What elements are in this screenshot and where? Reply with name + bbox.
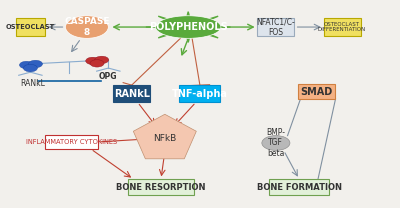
Text: RANkL: RANkL (114, 89, 150, 99)
Text: BONE FORMATION: BONE FORMATION (257, 183, 342, 192)
Polygon shape (186, 26, 218, 38)
FancyBboxPatch shape (113, 85, 150, 102)
Polygon shape (188, 26, 230, 28)
FancyBboxPatch shape (45, 135, 98, 149)
Circle shape (95, 56, 109, 64)
Text: OSTEOCLAST
DIFFERENTIATION: OSTEOCLAST DIFFERENTIATION (318, 22, 366, 32)
Circle shape (262, 136, 290, 150)
Polygon shape (146, 26, 188, 28)
Circle shape (86, 57, 100, 65)
Text: RANkL: RANkL (20, 79, 45, 88)
Circle shape (23, 64, 38, 72)
Polygon shape (158, 16, 191, 28)
FancyBboxPatch shape (128, 180, 194, 195)
Ellipse shape (66, 16, 108, 38)
Circle shape (20, 61, 34, 69)
Text: NFkB: NFkB (153, 134, 176, 143)
Text: BONE RESORPTION: BONE RESORPTION (116, 183, 206, 192)
Circle shape (28, 60, 42, 68)
FancyBboxPatch shape (16, 18, 45, 36)
Text: CASPASE
8: CASPASE 8 (64, 17, 110, 37)
Text: SMAD: SMAD (301, 87, 333, 97)
Text: INFLAMMATORY CYTOKINES: INFLAMMATORY CYTOKINES (26, 139, 117, 145)
Polygon shape (184, 12, 192, 27)
Polygon shape (186, 16, 218, 28)
Text: POLYPHENOLS: POLYPHENOLS (149, 22, 228, 32)
Polygon shape (133, 114, 196, 159)
Text: NFATC1/C-
FOS: NFATC1/C- FOS (256, 17, 295, 37)
Circle shape (90, 60, 104, 67)
FancyBboxPatch shape (298, 84, 335, 99)
Text: OPG: OPG (98, 72, 117, 81)
FancyBboxPatch shape (257, 18, 294, 36)
FancyBboxPatch shape (269, 180, 330, 195)
Text: BMP-
TGF
beta: BMP- TGF beta (266, 128, 285, 158)
FancyBboxPatch shape (324, 18, 361, 36)
Text: OSTEOCLAST: OSTEOCLAST (6, 24, 55, 30)
Polygon shape (184, 27, 192, 42)
Text: TNF-alpha: TNF-alpha (172, 89, 228, 99)
FancyBboxPatch shape (180, 85, 220, 102)
Polygon shape (158, 26, 191, 38)
Ellipse shape (156, 16, 221, 38)
